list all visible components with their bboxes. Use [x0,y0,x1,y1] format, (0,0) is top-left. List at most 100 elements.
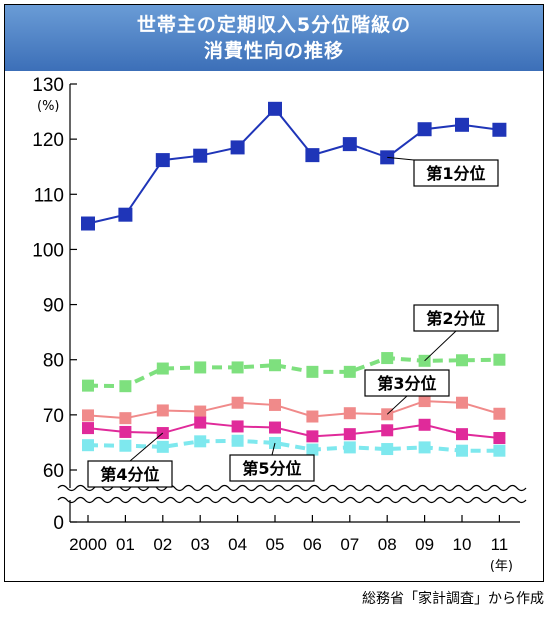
series-point-second [269,359,281,372]
series-point-third [456,396,468,409]
x-tick-label: 03 [191,535,210,554]
series-point-fourth [231,420,244,433]
y-tick-label: 80 [43,351,64,372]
series-point-second [119,380,132,393]
x-tick-label: 06 [303,535,322,554]
series-label-leader-fourth [129,432,164,462]
series-point-first [417,122,432,137]
series-point-second [194,361,207,374]
series-label-box-second [413,304,499,332]
series-point-second [493,353,506,366]
series-point-fourth [119,425,132,438]
series-point-fourth [194,416,207,429]
series-point-first [155,153,170,168]
series-label-leader-second [424,330,457,362]
chart-title-line-1: 世帯主の定期収入5分位階級の [136,14,412,36]
series-point-fifth [119,439,132,452]
y-tick-label: 130 [32,75,64,96]
x-tick-label: 05 [266,535,285,554]
x-tick-label: 02 [153,535,172,554]
series-line-third [87,400,500,420]
series-point-second [156,362,169,375]
series-point-second [306,365,319,378]
series-label-box-first [413,159,499,187]
series-layer [81,101,507,457]
series-point-third [306,410,319,423]
series-point-third [156,404,169,417]
chart-title-line-2: 消費性向の推移 [203,40,344,62]
series-label-first: 第1分位 [426,164,485,183]
chart-title: 世帯主の定期収入5分位階級の 消費性向の推移 [5,5,543,71]
series-label-fourth: 第4分位 [100,465,159,484]
y-unit-label: (%) [37,99,60,114]
series-point-first [118,207,133,222]
series-point-first [342,137,357,152]
series-line-fifth [87,438,500,453]
series-point-fifth [381,443,394,456]
series-point-fifth [418,441,431,454]
x-tick-label: 2000 [69,535,107,554]
series-point-first [81,216,95,231]
series-point-third [194,405,207,418]
series-point-third [418,395,431,408]
axis-break-band [58,488,524,500]
series-point-first [193,148,208,163]
series-label-second: 第2分位 [426,309,485,328]
line-chart: 0 60 70 80 90 100 110 120 130 (%) 2000 01 02 03 04 05 06… [32,75,527,574]
series-label-leader-third [386,395,408,415]
series-point-third [493,407,506,420]
series-label-box-third [364,369,450,397]
series-point-first [230,140,245,155]
x-tick-label: 07 [340,535,359,554]
x-tick-label: 10 [453,535,472,554]
y-tick-label: 100 [32,240,64,261]
series-point-fifth [493,444,506,457]
y-tick-label: 120 [32,130,64,151]
y-tick-label: 0 [53,513,64,534]
series-point-fifth [306,443,319,456]
series-label-fifth: 第5分位 [242,459,301,478]
x-tick-label: 01 [116,535,135,554]
axis-break-wave-bottom [57,496,527,504]
series-label-box-fourth [87,460,173,488]
series-point-fourth [343,428,356,441]
series-point-fifth [456,444,468,457]
series-label-leader-first [387,156,415,161]
series-point-fourth [418,418,431,431]
series-point-first [455,117,469,132]
series-point-fourth [456,428,468,441]
series-point-fifth [194,435,207,448]
series-label-box-fifth [229,454,315,482]
source-note: 総務省「家計調査」から作成 [362,591,544,607]
y-tick-label: 90 [43,296,64,317]
series-point-fourth [381,424,394,437]
series-point-second [231,361,244,374]
series-label-leader-fifth [271,442,276,456]
series-label-third: 第3分位 [377,374,436,393]
series-point-second [343,365,356,378]
series-point-first [305,148,320,163]
series-point-second [82,379,94,392]
series-point-third [231,396,244,409]
series-point-fourth [269,421,281,434]
x-tick-label: 09 [415,535,434,554]
series-point-third [119,412,132,425]
y-tick-label: 60 [43,461,64,482]
series-line-second [87,356,500,389]
series-point-second [381,352,394,365]
y-tick-label: 70 [43,406,64,427]
series-point-fifth [82,439,94,452]
x-tick-label: 08 [378,535,397,554]
series-point-fifth [156,440,169,453]
series-line-fourth [87,421,500,440]
x-unit-label: (年) [490,559,513,574]
x-tick-label: 11 [491,535,509,554]
y-tick-label: 110 [34,185,64,206]
series-point-first [268,101,282,116]
series-point-third [82,409,94,422]
series-point-third [269,398,281,411]
series-point-fourth [493,432,506,445]
series-point-second [456,354,468,367]
series-point-fourth [306,430,319,443]
